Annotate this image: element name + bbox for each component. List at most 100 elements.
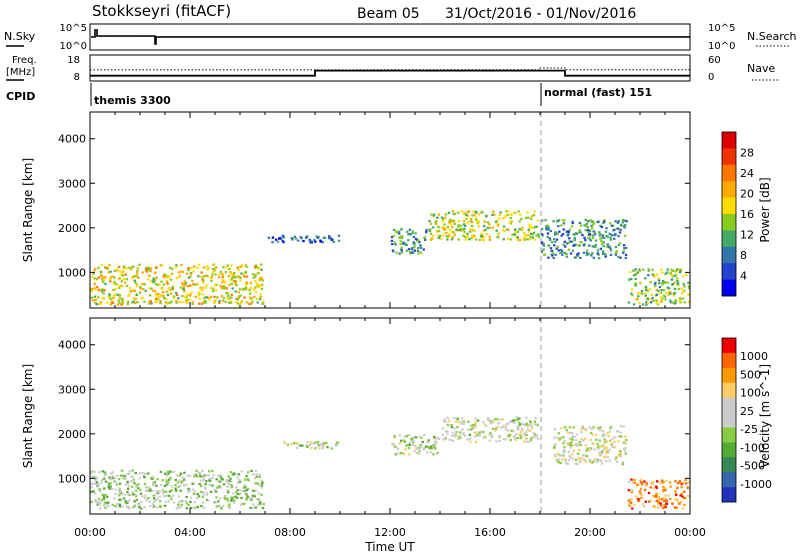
heatmap-cell: [398, 232, 401, 235]
heatmap-cell: [139, 287, 142, 290]
heatmap-cell: [134, 281, 137, 284]
heatmap-cell: [237, 269, 240, 272]
heatmap-cell: [186, 285, 190, 288]
heatmap-cell: [662, 497, 665, 500]
heatmap-cell: [108, 264, 111, 267]
heatmap-cell: [427, 439, 430, 442]
heatmap-cell: [181, 270, 184, 273]
heatmap-cell: [231, 496, 234, 499]
heatmap-cell: [181, 295, 184, 298]
heatmap-cell: [444, 420, 447, 423]
heatmap-cell: [485, 233, 488, 236]
heatmap-cell: [526, 238, 530, 241]
heatmap-cell: [597, 253, 600, 256]
heatmap-cell: [559, 251, 562, 255]
heatmap-cell: [569, 446, 573, 449]
heatmap-cell: [95, 481, 99, 484]
heatmap-cell: [394, 230, 398, 233]
heatmap-cell: [214, 273, 217, 276]
heatmap-cell: [195, 475, 198, 478]
heatmap-cell: [201, 469, 204, 472]
heatmap-cell: [456, 438, 460, 441]
heatmap-cell: [214, 299, 217, 302]
heatmap-cell: [147, 497, 150, 500]
heatmap-cell: [525, 238, 528, 241]
heatmap-cell: [523, 434, 527, 437]
heatmap-cell: [446, 430, 449, 433]
heatmap-cell: [153, 481, 156, 484]
heatmap-cell: [587, 236, 590, 239]
x-tick-label: 16:00: [474, 526, 506, 539]
heatmap-cell: [646, 289, 649, 292]
heatmap-cell: [254, 290, 258, 293]
heatmap-cell: [198, 292, 201, 296]
heatmap-cell: [226, 499, 229, 502]
heatmap-cell: [653, 505, 656, 508]
heatmap-cell: [153, 301, 157, 304]
heatmap-cell: [125, 267, 128, 270]
heatmap-cell: [262, 300, 265, 304]
heatmap-cell: [591, 237, 595, 240]
heatmap-cell: [243, 275, 246, 278]
heatmap-cell: [567, 248, 571, 251]
heatmap-cell: [521, 422, 524, 425]
heatmap-cell: [322, 444, 325, 447]
heatmap-cell: [94, 483, 98, 486]
heatmap-cell: [404, 448, 407, 451]
heatmap-cell: [639, 480, 642, 483]
heatmap-cell: [593, 448, 596, 451]
heatmap-cell: [447, 419, 451, 422]
heatmap-cell: [102, 297, 105, 300]
heatmap-cell: [513, 420, 517, 424]
heatmap-cell: [118, 503, 121, 506]
heatmap-cell: [156, 283, 159, 286]
heatmap-cell: [144, 485, 148, 489]
heatmap-cell: [147, 267, 150, 270]
heatmap-cell: [510, 220, 513, 223]
heatmap-cell: [202, 479, 205, 482]
heatmap-cell: [214, 284, 217, 287]
heatmap-cell: [170, 497, 173, 501]
heatmap-cell: [236, 302, 240, 305]
heatmap-cell: [529, 424, 532, 427]
heatmap-cell: [498, 439, 501, 442]
heatmap-cell: [636, 497, 640, 501]
heatmap-cell: [569, 431, 572, 434]
heatmap-cell: [198, 263, 201, 266]
heatmap-cell: [224, 300, 227, 303]
heatmap-cell: [575, 253, 579, 256]
heatmap-cell: [608, 459, 611, 462]
heatmap-cell: [245, 493, 248, 496]
heatmap-cell: [230, 272, 233, 275]
heatmap-cell: [200, 302, 204, 305]
heatmap-cell: [597, 257, 601, 260]
heatmap-cell: [638, 269, 642, 272]
heatmap-cell: [443, 418, 446, 421]
heatmap-cell: [588, 447, 591, 450]
heatmap-cell: [407, 248, 411, 251]
heatmap-cell: [430, 447, 433, 450]
heatmap-cell: [259, 263, 263, 266]
heatmap-cell: [608, 448, 611, 451]
heatmap-cell: [572, 449, 576, 452]
heatmap-cell: [679, 494, 682, 497]
heatmap-cell: [204, 299, 207, 302]
heatmap-cell: [246, 478, 249, 481]
frequency-tick-bottom: 8: [74, 72, 80, 83]
heatmap-cell: [209, 277, 212, 280]
heatmap-cell: [90, 290, 93, 293]
heatmap-cell: [623, 219, 627, 222]
heatmap-cell: [240, 496, 243, 499]
heatmap-cell: [432, 453, 435, 456]
heatmap-cell: [457, 224, 460, 227]
heatmap-cell: [516, 428, 520, 431]
heatmap-cell: [97, 497, 101, 501]
heatmap-cell: [571, 220, 574, 223]
heatmap-cell: [175, 301, 178, 304]
heatmap-cell: [238, 288, 242, 291]
heatmap-cell: [526, 428, 530, 431]
heatmap-cell: [641, 503, 645, 506]
heatmap-cell: [147, 302, 151, 305]
heatmap-cell: [571, 453, 574, 456]
heatmap-cell: [229, 279, 232, 282]
